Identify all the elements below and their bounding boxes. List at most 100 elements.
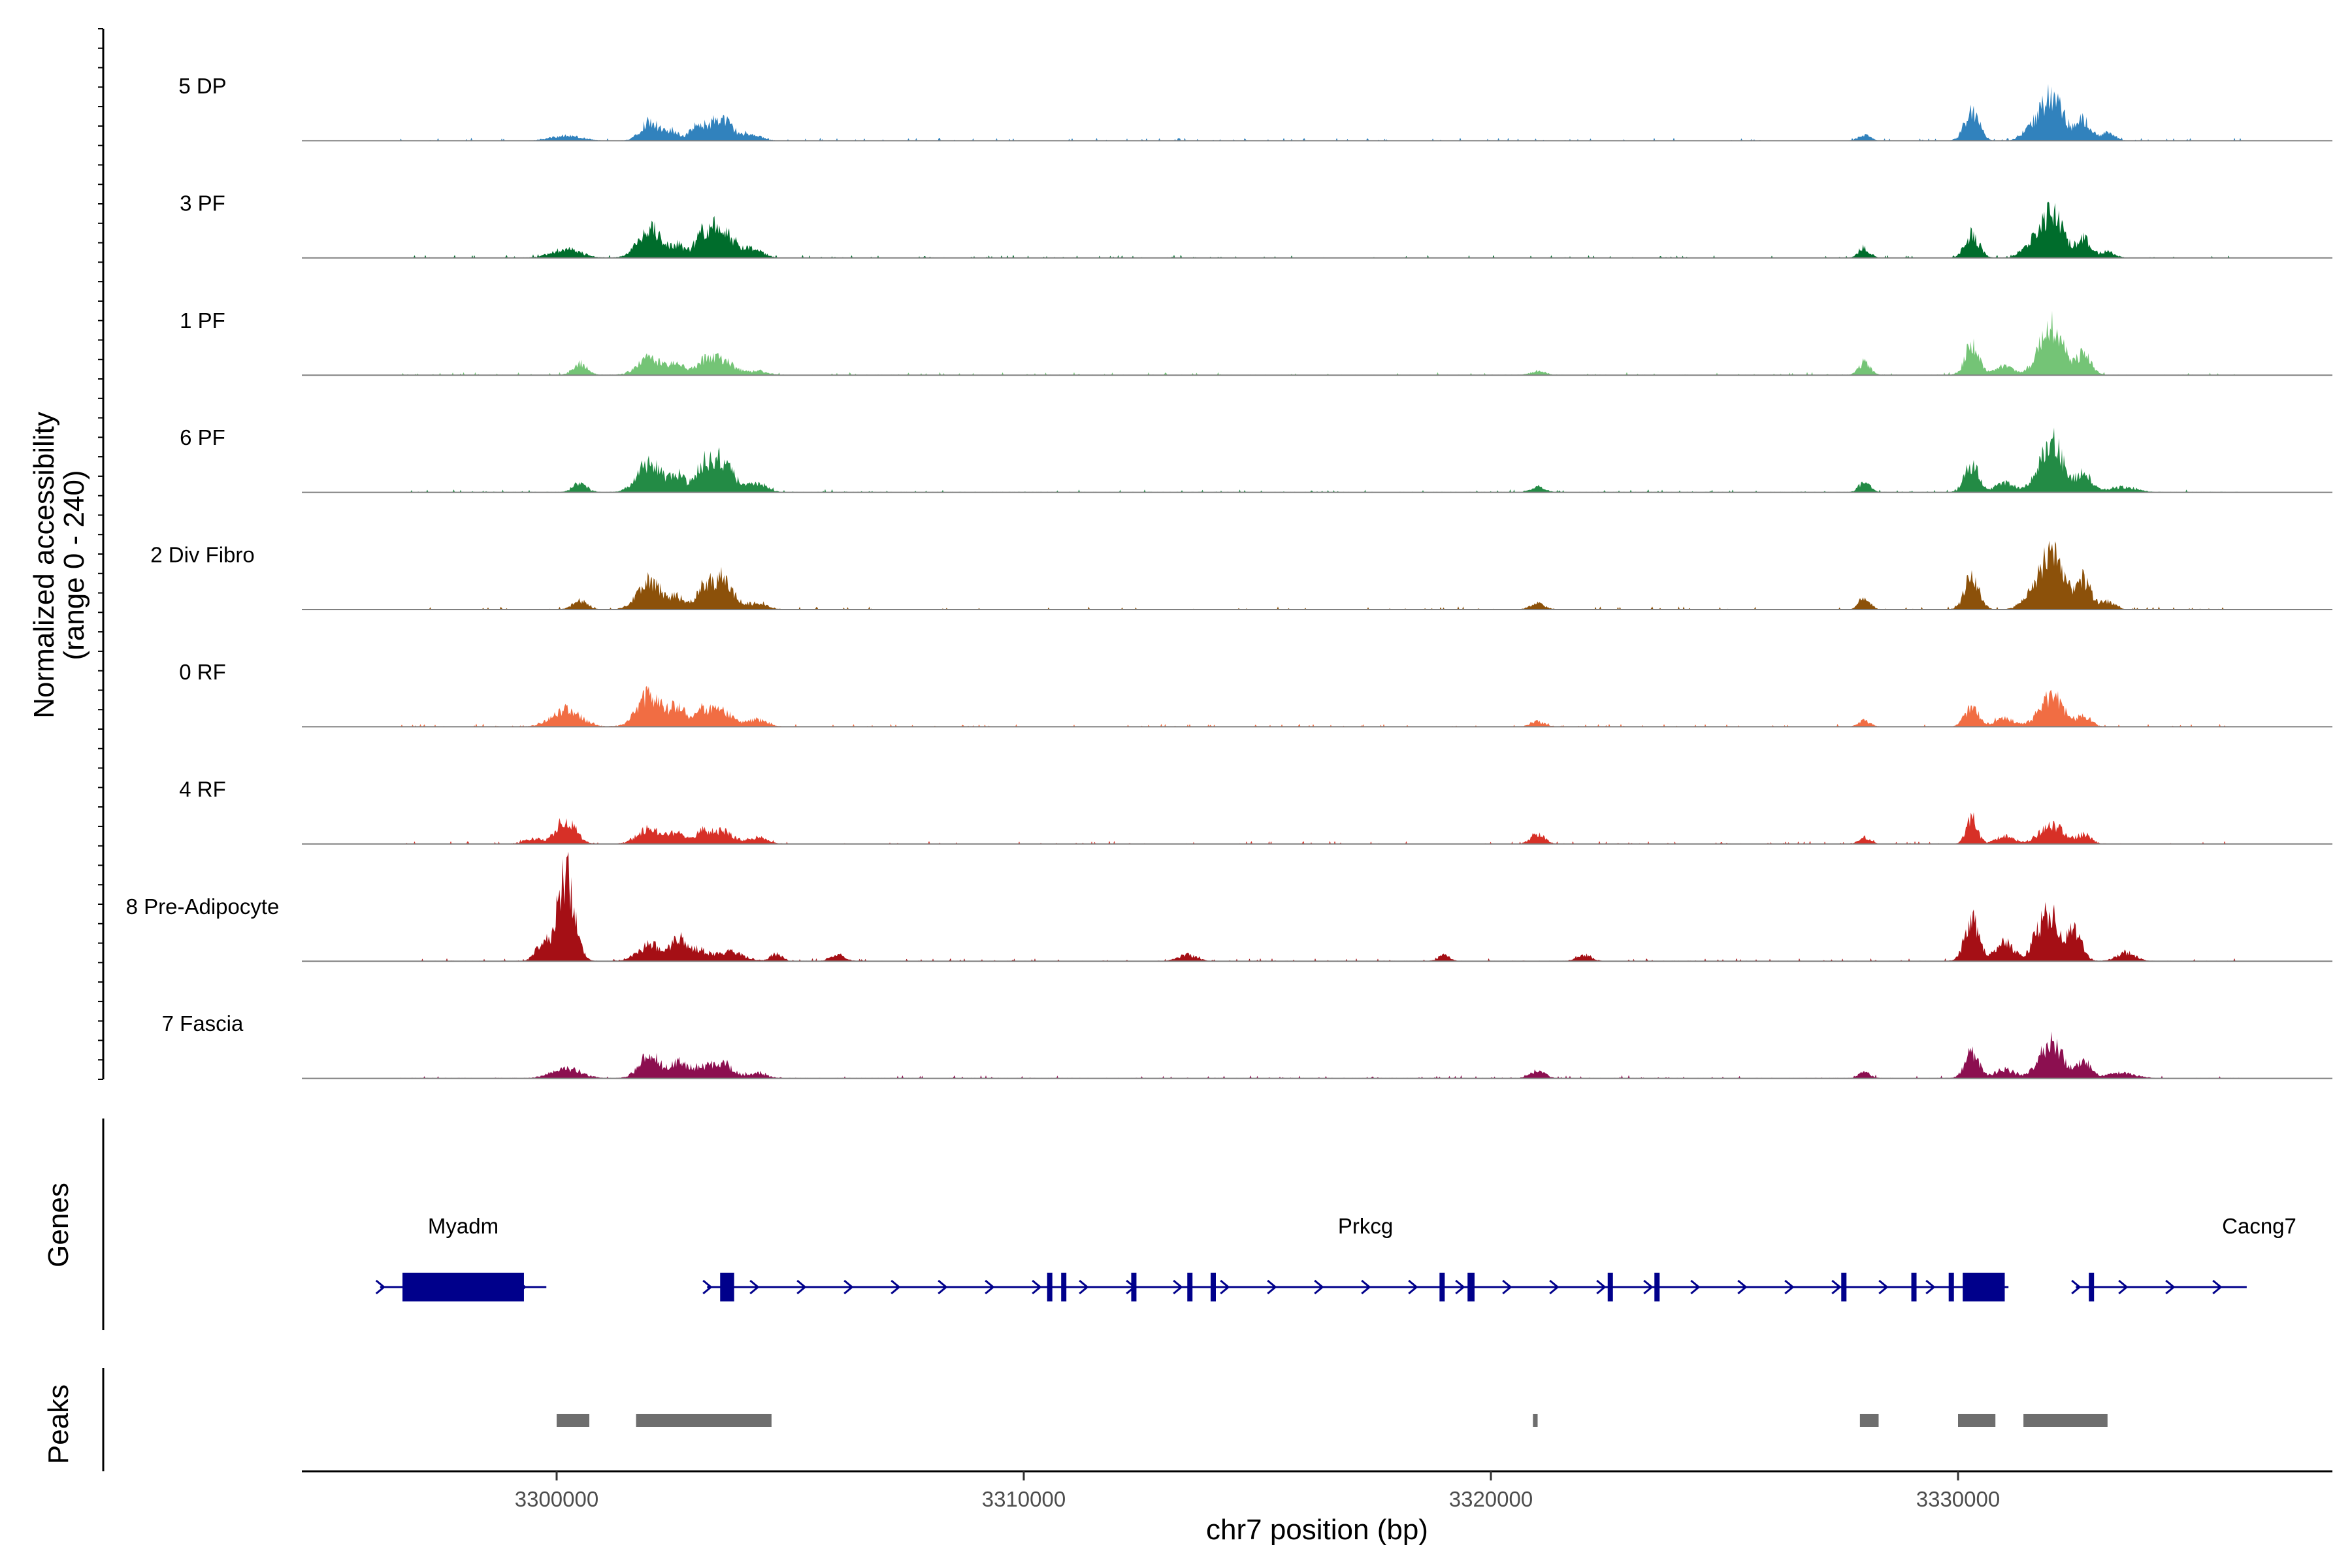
gene-label: Myadm [428,1214,498,1238]
track-2-div-fibro: 2 Div Fibro [150,540,2332,610]
strand-arrow-icon [1643,1279,1654,1295]
peak-region-bar [1859,1414,1879,1427]
track-label: 2 Div Fibro [150,543,255,567]
gene-exon [720,1273,734,1301]
track-4-rf: 4 RF [179,777,2332,845]
track-label: 7 Fascia [162,1011,244,1036]
strand-arrow-icon [375,1279,386,1295]
strand-arrow-icon [1925,1279,1936,1295]
strand-arrow-icon [1079,1279,1089,1295]
strand-arrow-icon [1878,1279,1889,1295]
gene-exon [1047,1273,1053,1301]
gene-annotation-track: Myadm Prkcg Cacng7 [375,1214,2296,1301]
gene-label: Cacng7 [2222,1214,2296,1238]
coverage-area [400,427,2243,493]
gene-exon [1131,1273,1137,1301]
gene-myadm: Myadm [375,1214,547,1301]
track-1-pf: 1 PF [180,308,2332,376]
gene-exon [402,1273,524,1301]
coverage-y-axis-title-line2: (range 0 - 240) [58,470,90,660]
strand-arrow-icon [843,1279,854,1295]
track-3-pf: 3 PF [180,191,2332,259]
gene-exon [1911,1273,1917,1301]
track-6-pf: 6 PF [180,425,2332,493]
strand-arrow-icon [1032,1279,1042,1295]
track-5-dp: 5 DP [178,74,2332,142]
coverage-area [400,201,2243,258]
x-tick-label: 3330000 [1916,1487,2000,1511]
coverage-area [400,310,2243,376]
strand-arrow-icon [1502,1279,1512,1295]
strand-arrow-icon [1784,1279,1795,1295]
x-tick-label: 3320000 [1449,1487,1533,1511]
gene-exon [1439,1273,1445,1301]
gene-exon [1211,1273,1216,1301]
x-axis: 3300000 3310000 3320000 3330000 [302,1470,2332,1511]
coverage-y-axis-title-line1: Normalized accessibility [28,412,60,718]
strand-arrow-icon [749,1279,760,1295]
track-label: 4 RF [179,777,226,801]
coverage-area [400,851,2243,962]
strand-arrow-icon [938,1279,948,1295]
track-label: 0 RF [179,660,226,684]
genes-y-axis-title: Genes [42,1183,74,1267]
strand-arrow-icon [1361,1279,1371,1295]
strand-arrow-icon [890,1279,901,1295]
strand-arrow-icon [1831,1279,1842,1295]
x-axis-title: chr7 position (bp) [1206,1514,1428,1546]
peak-region-bar [1958,1414,1996,1427]
coverage-area [400,1031,2243,1079]
strand-arrow-icon [1408,1279,1418,1295]
gene-exon [2089,1273,2095,1301]
coverage-area [400,540,2243,610]
coverage-area [400,84,2243,141]
peaks-y-axis-title: Peaks [42,1384,74,1464]
strand-arrow-icon [1314,1279,1324,1295]
track-label: 1 PF [180,308,225,333]
track-0-rf: 0 RF [179,660,2332,728]
x-tick-label: 3310000 [982,1487,1066,1511]
peak-region-bar [557,1414,590,1427]
strand-arrow-icon [2212,1279,2223,1295]
x-tick-label: 3300000 [515,1487,598,1511]
gene-cacng7: Cacng7 [2071,1214,2296,1301]
peak-region-bar [2023,1414,2108,1427]
track-8-pre-adipocyte: 8 Pre-Adipocyte [126,851,2332,962]
peak-region-bar [1533,1414,1538,1427]
strand-arrow-icon [1596,1279,1607,1295]
strand-arrow-icon [2165,1279,2176,1295]
coverage-area [400,812,2243,844]
peak-region-track [557,1414,2108,1427]
gene-exon [1963,1273,2005,1301]
track-7-fascia: 7 Fascia [162,1011,2332,1079]
gene-exon [1948,1273,1954,1301]
gene-exon [1467,1273,1475,1301]
gene-exon [1061,1273,1067,1301]
strand-arrow-icon [1690,1279,1701,1295]
coverage-y-axis [98,28,105,1080]
strand-arrow-icon [1267,1279,1277,1295]
gene-exon [1187,1273,1193,1301]
gene-exon [1607,1273,1613,1301]
strand-arrow-icon [796,1279,807,1295]
coverage-area [400,685,2243,727]
track-label: 5 DP [178,74,226,98]
peak-region-bar [636,1414,772,1427]
track-label: 3 PF [180,191,225,215]
strand-arrow-icon [1455,1279,1465,1295]
strand-arrow-icon [1737,1279,1748,1295]
strand-arrow-icon [1173,1279,1183,1295]
strand-arrow-icon [2118,1279,2129,1295]
strand-arrow-icon [2071,1279,2082,1295]
track-label: 6 PF [180,425,225,449]
gene-label: Prkcg [1338,1214,1393,1238]
strand-arrow-icon [1549,1279,1560,1295]
strand-arrow-icon [702,1279,713,1295]
coverage-tracks: 5 DP 3 PF 1 PF 6 PF 2 Div Fibro 0 RF 4 RF 8 Pre… [126,74,2332,1079]
strand-arrow-icon [1220,1279,1230,1295]
gene-exon [1841,1273,1847,1301]
gene-prkcg: Prkcg [702,1214,2009,1301]
gene-exon [1654,1273,1660,1301]
